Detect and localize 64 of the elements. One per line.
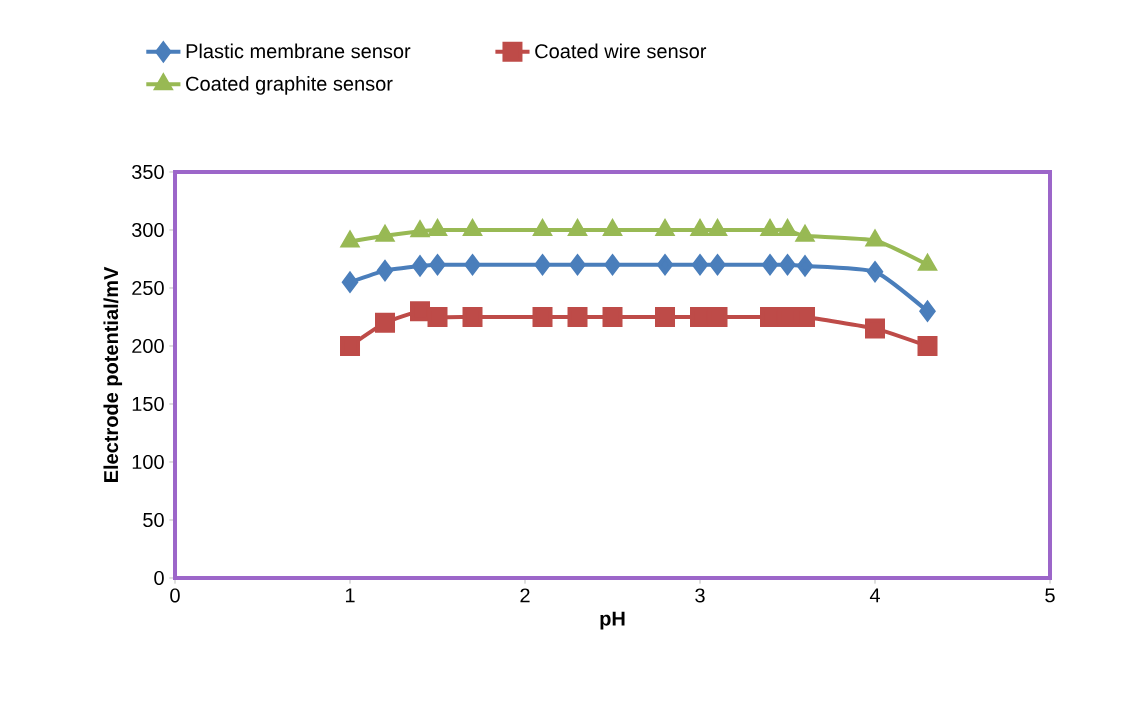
point (604, 254, 621, 275)
legend-label: Coated graphite sensor (186, 76, 393, 95)
x-tick-label: 4 (869, 588, 880, 603)
point (463, 219, 482, 236)
y-tick-label: 150 (132, 396, 164, 412)
point (917, 335, 938, 356)
point (866, 230, 884, 247)
point (464, 254, 481, 275)
x-tick-label: 1 (345, 588, 355, 603)
point (865, 318, 885, 339)
x-tick-label: 0 (170, 588, 180, 603)
y-tick-label: 50 (143, 512, 164, 528)
point (762, 254, 779, 275)
point (427, 306, 448, 327)
point (797, 255, 814, 276)
point (919, 301, 936, 322)
point (760, 306, 781, 327)
y-axis-title: Electrode potential/mV (103, 266, 123, 482)
x-tick-label: 3 (695, 588, 705, 603)
point (429, 254, 446, 275)
x-tick-label: 5 (1045, 588, 1055, 603)
point (867, 261, 884, 282)
point (412, 255, 429, 276)
y-tick-label: 200 (132, 338, 164, 354)
point (342, 272, 359, 293)
legend-label: Plastic membrane sensor (186, 43, 411, 59)
point (708, 219, 727, 236)
point (569, 254, 586, 275)
y-tick-label: 100 (132, 454, 164, 470)
point (603, 219, 622, 236)
point (534, 254, 551, 275)
y-tick-label: 0 (154, 570, 164, 586)
y-tick-label: 300 (131, 222, 164, 238)
point (375, 312, 396, 333)
point (779, 254, 796, 275)
y-tick-label: 250 (132, 280, 164, 296)
point (340, 335, 361, 356)
point (707, 306, 728, 327)
point (462, 306, 483, 327)
x-axis-title: pH (600, 611, 625, 630)
point (376, 225, 394, 242)
point (655, 306, 676, 327)
point (692, 254, 709, 275)
legend-label: Coated wire sensor (535, 43, 707, 59)
point (690, 306, 711, 327)
point (602, 306, 623, 327)
point (691, 219, 709, 236)
x-tick-label: 2 (520, 588, 530, 603)
point (428, 219, 447, 236)
point (709, 254, 726, 275)
point (778, 219, 797, 236)
point (657, 254, 674, 275)
point (567, 306, 588, 327)
point (410, 301, 431, 322)
point (656, 219, 674, 236)
y-tick-label: 350 (131, 164, 164, 180)
point (796, 225, 814, 242)
point (532, 306, 553, 327)
point (411, 221, 429, 238)
point (377, 260, 394, 281)
point (568, 219, 587, 236)
point (533, 219, 552, 236)
point (761, 219, 779, 236)
point (795, 306, 815, 327)
